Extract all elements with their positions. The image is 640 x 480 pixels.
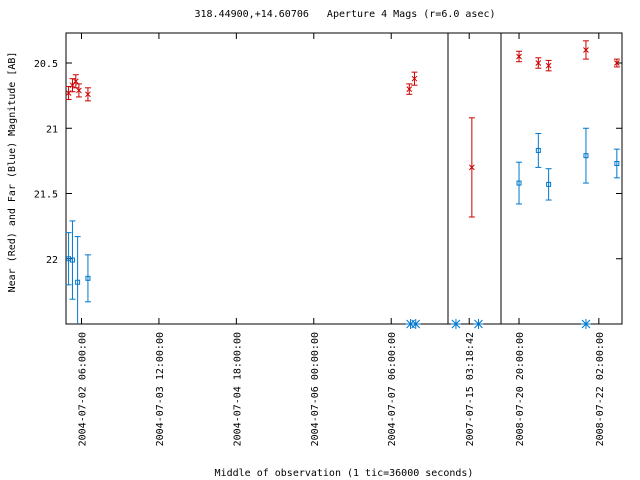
x-tick-label: 2004-07-07 06:00:00 [387, 332, 398, 446]
far-point [516, 180, 522, 186]
x-tick-label: 2004-07-02 06:00:00 [77, 332, 88, 446]
y-tick-label: 20.5 [34, 59, 58, 70]
near-point [411, 75, 418, 82]
y-tick-label: 21 [46, 124, 58, 135]
x-tick-label: 2004-07-06 00:00:00 [310, 332, 321, 446]
near-point [76, 87, 82, 94]
x-tick-label: 2007-07-15 03:18:42 [465, 332, 476, 446]
plot-area: 20.5 21 21.5 22 2004-07-02 06:00:00 2004-07-0… [34, 32, 623, 446]
y-tick-label: 22 [46, 255, 58, 266]
y-axis-label: Near (Red) and Far (Blue) Magnitude [AB] [7, 52, 18, 293]
far-point [583, 153, 589, 159]
near-point [613, 60, 620, 66]
far-limit-point [410, 319, 421, 329]
far-limit-point [450, 319, 461, 329]
far-point [546, 181, 552, 187]
near-point [85, 91, 91, 98]
data-marks [65, 40, 620, 329]
near-point [468, 164, 475, 171]
far-limit-point [473, 319, 484, 329]
far-point [85, 275, 91, 281]
near-point [545, 62, 552, 69]
far-point [75, 279, 81, 285]
chart-title: 318.44900,+14.60706 Aperture 4 Mags (r=6… [194, 9, 495, 20]
far-point [69, 257, 75, 263]
far-point [614, 160, 620, 166]
plot-frame [65, 32, 623, 325]
near-point [406, 86, 413, 92]
x-axis-label: Middle of observation (1 tic=36000 secon… [215, 468, 474, 479]
near-point [583, 47, 589, 53]
x-tick-label: 2004-07-03 12:00:00 [155, 332, 166, 446]
far-point [535, 147, 541, 153]
far-limit-point [580, 319, 591, 329]
near-point [516, 53, 522, 60]
near-point [72, 78, 79, 85]
x-tick-label: 2004-07-04 18:00:00 [232, 332, 243, 446]
near-point [535, 60, 542, 66]
x-tick-label: 2008-07-22 02:00:00 [595, 332, 606, 446]
x-tick-label: 2008-07-20 20:00:00 [515, 332, 526, 446]
y-tick-label: 21.5 [34, 190, 58, 201]
